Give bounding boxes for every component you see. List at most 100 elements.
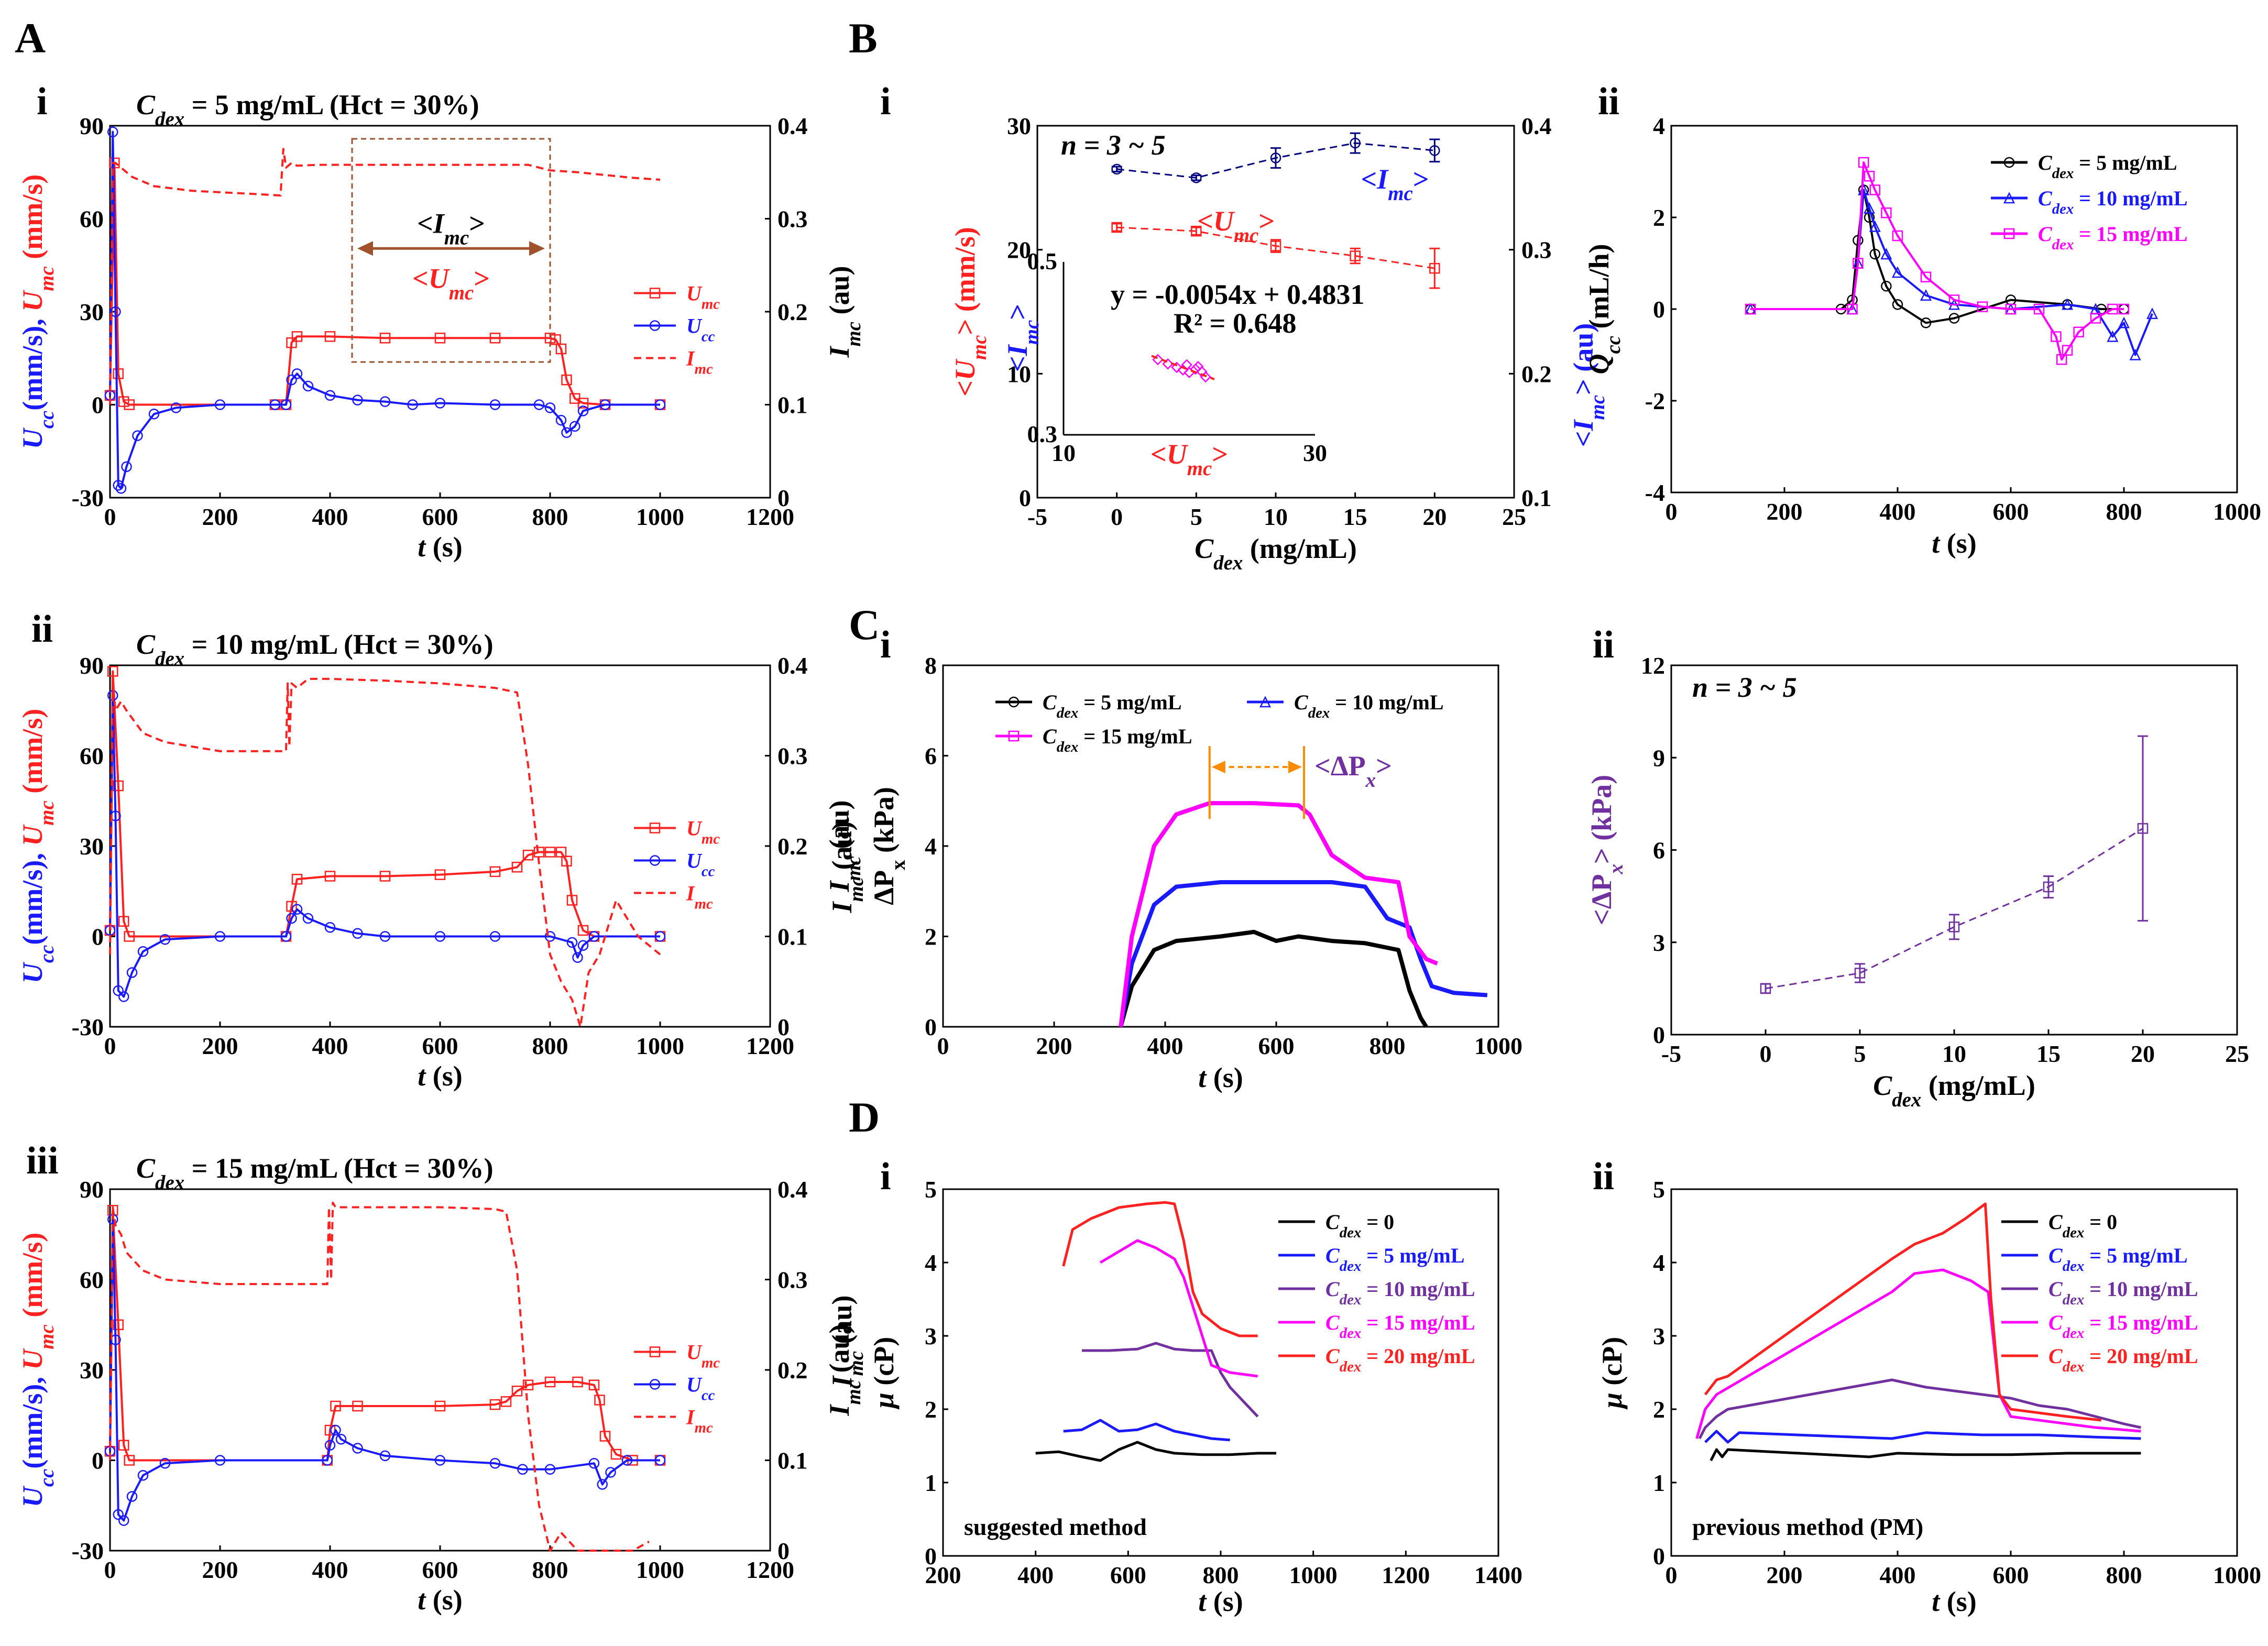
D_ii-series-1-line [1704,1430,2141,1444]
A_iii-series-1-point-14 [379,1450,391,1462]
A_iii-series-1-point-6 [137,1470,149,1481]
A_iii-xtick-label-5: 1000 [636,1556,684,1583]
D_ii-xlabel: t (s) [1932,1586,1977,1617]
A_ii-xtick-label-0: 0 [104,1033,116,1059]
A_i-series-0-point-2 [113,368,124,379]
B_i-series-label-imc: <Imc> [1361,163,1429,205]
A_iii-ytick-label-3: 60 [80,1267,104,1293]
B_i-inset-xtick-1: 30 [1303,440,1327,466]
D_i-legend-entry-3: Cdex = 15 mg/mL [1325,1311,1475,1342]
D_i-xtick-label-4: 1000 [1289,1562,1338,1588]
D_i-ylabel-right: Imc (au) [826,1295,868,1387]
A_ii-series-1-point-6 [137,946,149,957]
A_ii-series-0-point-16 [555,847,567,858]
D_ii-xtick-label-0: 0 [1666,1562,1678,1588]
A_iii-xtick-label-4: 800 [532,1556,568,1583]
A_iii-legend-marker-1 [649,1379,661,1390]
sublabel-C-i: i [880,623,891,666]
A_i-series-1-point-28 [654,399,666,410]
D_i-ylabel: μ (cP) [868,1337,900,1410]
A_ii-series-1-point-17 [489,931,501,942]
A_ii-series-0-point-12 [511,862,523,873]
C_i-annotation-arrowhead-right [1288,761,1302,774]
B_i-ytick-label-2: 20 [1007,237,1031,264]
A_ii-series-0-point-8 [324,871,336,882]
A_iii-series-1-point-7 [159,1458,171,1469]
A_i-series-0-point-1 [109,157,120,169]
D_i-xtick-label-1: 400 [1017,1562,1054,1588]
B_i-series-1-point-1 [1191,225,1202,237]
A_i-series-1-point-16 [352,394,363,405]
A_i-series-1-point-23 [555,414,567,426]
A_i-y2tick-label-0: 0 [777,485,790,511]
A_ii-series-1-point-15 [379,931,391,942]
D_ii-legend-entry-1: Cdex = 5 mg/mL [2048,1244,2188,1275]
A_iii-series-1-line [109,1218,660,1522]
A_iii-ytick-label-4: 90 [80,1176,104,1203]
A_ii-title: Cdex = 10 mg/mL (Hct = 30%) [136,629,494,670]
A_i-series-1-point-5 [121,461,132,473]
B_i-series-0-point-1 [1191,172,1202,183]
A_iii-series-1-point-9 [322,1455,333,1466]
B_ii-series-0-point-8 [1892,299,1903,310]
A_i-xtick-label-4: 800 [532,503,568,530]
C_i-xtick-label-3: 600 [1258,1033,1295,1059]
A_i-xtick-label-2: 400 [312,503,348,530]
A_iii-plot-frame [109,1188,771,1552]
B_ii-xlabel: t (s) [1932,528,1977,559]
A_iii-series-1-point-11 [330,1424,341,1436]
C_i-ytick-label-4: 8 [925,652,937,679]
D_i-chart: 200 400 600 800 1000 1200 1400 0 1 2 3 4 5 t (s) μ (cP… [826,1176,1522,1617]
A_ii-xtick-label-6: 1200 [746,1033,794,1059]
B_i-series-0-point-0 [1111,163,1122,175]
A_ii-series-0-point-2 [113,780,124,792]
C_i-ytick-label-1: 2 [925,924,937,950]
A_i-annotation-box [351,138,551,363]
A_iii-series-2-line [109,1201,650,1552]
B_ii-series-2-point-4 [1864,171,1875,182]
A_i-series-0-point-10 [379,333,391,344]
D_ii-series-4-line [1704,1202,2102,1422]
A_i-series-1-point-26 [577,405,589,416]
A_i-series-1-point-27 [599,399,611,410]
B_ii-ytick-label-0: -4 [1645,479,1665,506]
A_iii-series-0-point-12 [511,1386,523,1397]
D_i-legend-entry-2: Cdex = 10 mg/mL [1325,1277,1475,1308]
A_ii-series-0-point-17 [561,855,572,866]
A_ii-y2tick-label-2: 0.2 [777,833,808,860]
B_ii-series-1-point-8 [1920,289,1932,301]
A_ii-series-0-point-10 [434,869,446,880]
A_ii-legend-marker-0 [649,822,661,833]
A_iii-series-1-point-3 [113,1509,124,1520]
A_i-series-0-point-7 [286,337,297,348]
B_i-inset-fit-line [1151,355,1215,380]
A_ii-series-0-point-1 [107,666,118,677]
B_ii-series-1-point-6 [1880,248,1892,260]
B_i-y2tick-label-3: 0.4 [1521,113,1552,139]
D_ii-ytick-label-1: 1 [1653,1469,1665,1496]
B_i-xtick-label-6: 25 [1502,503,1526,530]
A_iii-series-0-line [109,1209,660,1462]
A_iii-xtick-label-0: 0 [104,1556,116,1583]
A_i-legend-entry-1: Ucc [686,314,715,345]
C_i-ytick-label-0: 0 [925,1014,937,1040]
A_i-plot-frame [109,125,771,499]
B_ii-series-2-point-11 [2005,303,2017,315]
C_ii-ylabel: <ΔPx> (kPa) [1586,775,1627,925]
B_ii-series-1-point-5 [1869,220,1881,232]
A_ii-series-1-point-16 [434,931,446,942]
D_ii-ytick-label-0: 0 [1653,1543,1665,1570]
D_i-xtick-label-0: 200 [925,1562,961,1588]
A_ii-series-0-point-9 [379,871,391,882]
D_i-series-0-line [1035,1441,1276,1462]
C_i-legend-entry-2: Cdex = 15 mg/mL [1043,725,1192,755]
A_i-y2tick-label-1: 0.1 [777,392,808,419]
A_iii-series-0-point-13 [522,1379,534,1390]
B_i-inset-point-9 [1192,360,1204,372]
B_i-inset-point-2 [1171,361,1182,374]
B_i-xtick-label-4: 15 [1343,503,1367,530]
A_i-series-1-point-8 [170,402,182,413]
A_iii-chart: 0 200 400 600 800 1000 1200-30030609000.10.20.… [17,1153,865,1616]
